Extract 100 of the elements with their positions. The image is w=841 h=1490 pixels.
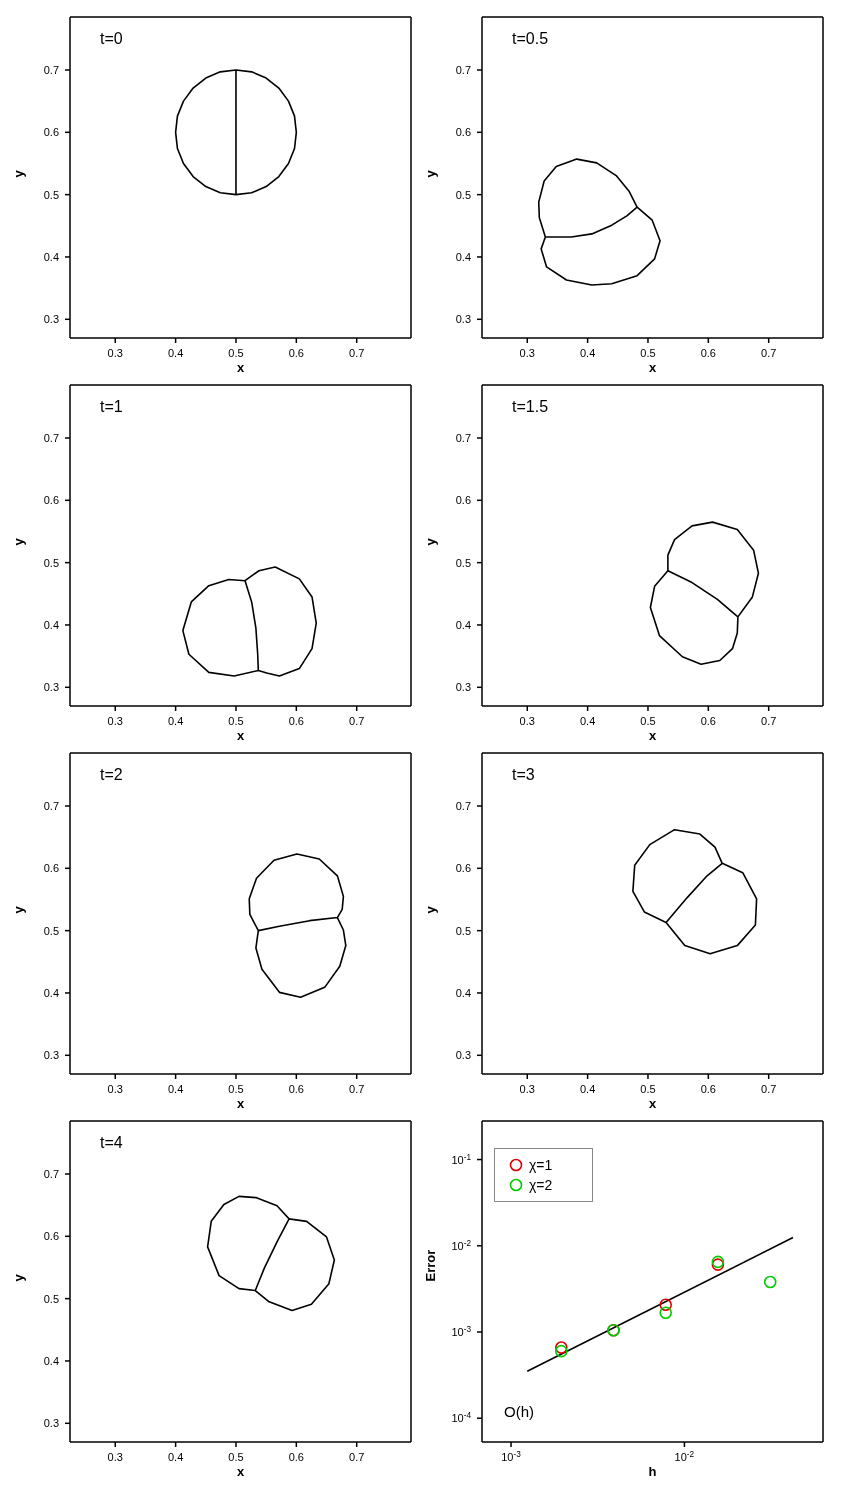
text: t=4 bbox=[100, 1134, 123, 1152]
y-axis-title: y bbox=[10, 537, 26, 546]
x-tick-label: 0.7 bbox=[761, 347, 777, 359]
y-tick-label: 0.4 bbox=[43, 986, 59, 999]
y-tick-label: 0.6 bbox=[43, 862, 59, 875]
y-tick-label: 0.4 bbox=[43, 1354, 59, 1367]
y-tick-label: 0.3 bbox=[455, 1049, 471, 1062]
x-tick-label: 0.7 bbox=[349, 1083, 365, 1095]
y-tick-label: 0.5 bbox=[455, 188, 471, 201]
x-axis-title: x bbox=[236, 728, 245, 743]
y-tick-label: 0.3 bbox=[43, 1049, 59, 1062]
y-tick-label: 0.5 bbox=[43, 1292, 59, 1305]
x-tick-label: 0.4 bbox=[167, 715, 184, 727]
x-tick-label: 0.5 bbox=[228, 715, 244, 727]
y-tick-label: 10$^{-1}$ bbox=[451, 1152, 472, 1166]
x-tick-label: 0.6 bbox=[700, 1083, 716, 1095]
y-tick-label: 0.6 bbox=[455, 494, 471, 507]
y-tick-label: 0.7 bbox=[455, 63, 471, 76]
x-tick-label: 0.7 bbox=[349, 1451, 365, 1463]
y-tick-label: 0.6 bbox=[455, 862, 471, 875]
y-tick-label: 0.6 bbox=[43, 494, 59, 507]
x-axis-title: x bbox=[648, 1096, 657, 1111]
y-axis-title: Error bbox=[422, 1249, 438, 1282]
text: t=0.5 bbox=[512, 30, 549, 48]
y-axis-title: y bbox=[10, 169, 26, 178]
y-tick-label: 0.3 bbox=[43, 681, 59, 694]
y-tick-label: 0.4 bbox=[43, 618, 59, 631]
y-tick-label: 0.4 bbox=[455, 250, 471, 263]
x-tick-label: 0.7 bbox=[761, 715, 777, 727]
x-tick-label: 0.3 bbox=[107, 347, 123, 359]
x-axis-title: x bbox=[236, 360, 245, 375]
text: t=0 bbox=[100, 30, 123, 48]
x-axis-title: x bbox=[236, 1096, 245, 1111]
x-tick-label: 0.4 bbox=[167, 1083, 184, 1095]
y-tick-label: 0.5 bbox=[455, 556, 471, 569]
x-tick-label: 0.4 bbox=[579, 1083, 596, 1095]
x-tick-label: 0.5 bbox=[228, 347, 244, 359]
text: t=2 bbox=[100, 766, 123, 784]
y-axis-title: y bbox=[10, 905, 26, 914]
x-axis-title: x bbox=[236, 1464, 245, 1479]
y-tick-label: 0.4 bbox=[455, 618, 471, 631]
x-tick-label: 0.4 bbox=[167, 347, 184, 359]
x-tick-label: 0.3 bbox=[107, 1451, 123, 1463]
x-tick-label: 0.7 bbox=[761, 1083, 777, 1095]
x-tick-label: 0.6 bbox=[288, 1451, 304, 1463]
y-tick-label: 0.7 bbox=[455, 431, 471, 444]
text: t=1 bbox=[100, 398, 123, 416]
y-tick-label: 0.3 bbox=[455, 313, 471, 326]
x-tick-label: 0.6 bbox=[288, 715, 304, 727]
y-tick-label: 0.3 bbox=[455, 681, 471, 694]
x-axis-title: x bbox=[648, 360, 657, 375]
y-axis-title: y bbox=[422, 169, 438, 178]
x-axis-title: h bbox=[648, 1464, 657, 1479]
x-tick-label: 0.6 bbox=[288, 1083, 304, 1095]
y-tick-label: 0.4 bbox=[455, 986, 471, 999]
y-tick-label: 0.6 bbox=[43, 1230, 59, 1243]
y-axis-title: y bbox=[422, 537, 438, 546]
x-tick-label: 0.5 bbox=[640, 1083, 656, 1095]
x-tick-label: 10$^{-2}$ bbox=[674, 1449, 695, 1463]
y-tick-label: 0.3 bbox=[43, 1417, 59, 1430]
x-tick-label: 0.3 bbox=[519, 715, 535, 727]
text: t=1.5 bbox=[512, 398, 549, 416]
y-tick-label: 0.6 bbox=[43, 126, 59, 139]
y-axis-title: y bbox=[422, 905, 438, 914]
legend-label: χ=1 bbox=[529, 1157, 553, 1173]
y-tick-label: 0.5 bbox=[455, 924, 471, 937]
x-tick-label: 0.5 bbox=[640, 715, 656, 727]
x-axis-title: x bbox=[648, 728, 657, 743]
x-tick-label: 0.7 bbox=[349, 347, 365, 359]
y-tick-label: 0.5 bbox=[43, 188, 59, 201]
x-tick-label: 0.4 bbox=[579, 715, 596, 727]
y-tick-label: 0.7 bbox=[43, 799, 59, 812]
annotation: O(h) bbox=[504, 1403, 534, 1420]
y-tick-label: 0.7 bbox=[43, 431, 59, 444]
x-tick-label: 0.3 bbox=[107, 1083, 123, 1095]
legend-label: χ=2 bbox=[529, 1177, 553, 1193]
x-tick-label: 0.7 bbox=[349, 715, 365, 727]
y-tick-label: 0.3 bbox=[43, 313, 59, 326]
text: t=3 bbox=[512, 766, 535, 784]
x-tick-label: 0.5 bbox=[640, 347, 656, 359]
x-tick-label: 0.5 bbox=[228, 1451, 244, 1463]
y-tick-label: 0.7 bbox=[43, 63, 59, 76]
x-tick-label: 0.3 bbox=[519, 1083, 535, 1095]
y-tick-label: 0.4 bbox=[43, 250, 59, 263]
y-axis-title: y bbox=[10, 1273, 26, 1282]
y-tick-label: 0.6 bbox=[455, 126, 471, 139]
x-tick-label: 0.3 bbox=[519, 347, 535, 359]
y-tick-label: 10$^{-2}$ bbox=[451, 1238, 472, 1252]
x-tick-label: 0.4 bbox=[167, 1451, 184, 1463]
x-tick-label: 0.6 bbox=[288, 347, 304, 359]
x-tick-label: 0.5 bbox=[228, 1083, 244, 1095]
y-tick-label: 0.5 bbox=[43, 556, 59, 569]
x-tick-label: 0.6 bbox=[700, 347, 716, 359]
x-tick-label: 0.6 bbox=[700, 715, 716, 727]
x-tick-label: 0.3 bbox=[107, 715, 123, 727]
y-tick-label: 10$^{-4}$ bbox=[451, 1410, 472, 1425]
y-tick-label: 10$^{-3}$ bbox=[451, 1324, 472, 1338]
y-tick-label: 0.5 bbox=[43, 924, 59, 937]
x-tick-label: 10$^{-3}$ bbox=[501, 1449, 522, 1463]
x-tick-label: 0.4 bbox=[579, 347, 596, 359]
